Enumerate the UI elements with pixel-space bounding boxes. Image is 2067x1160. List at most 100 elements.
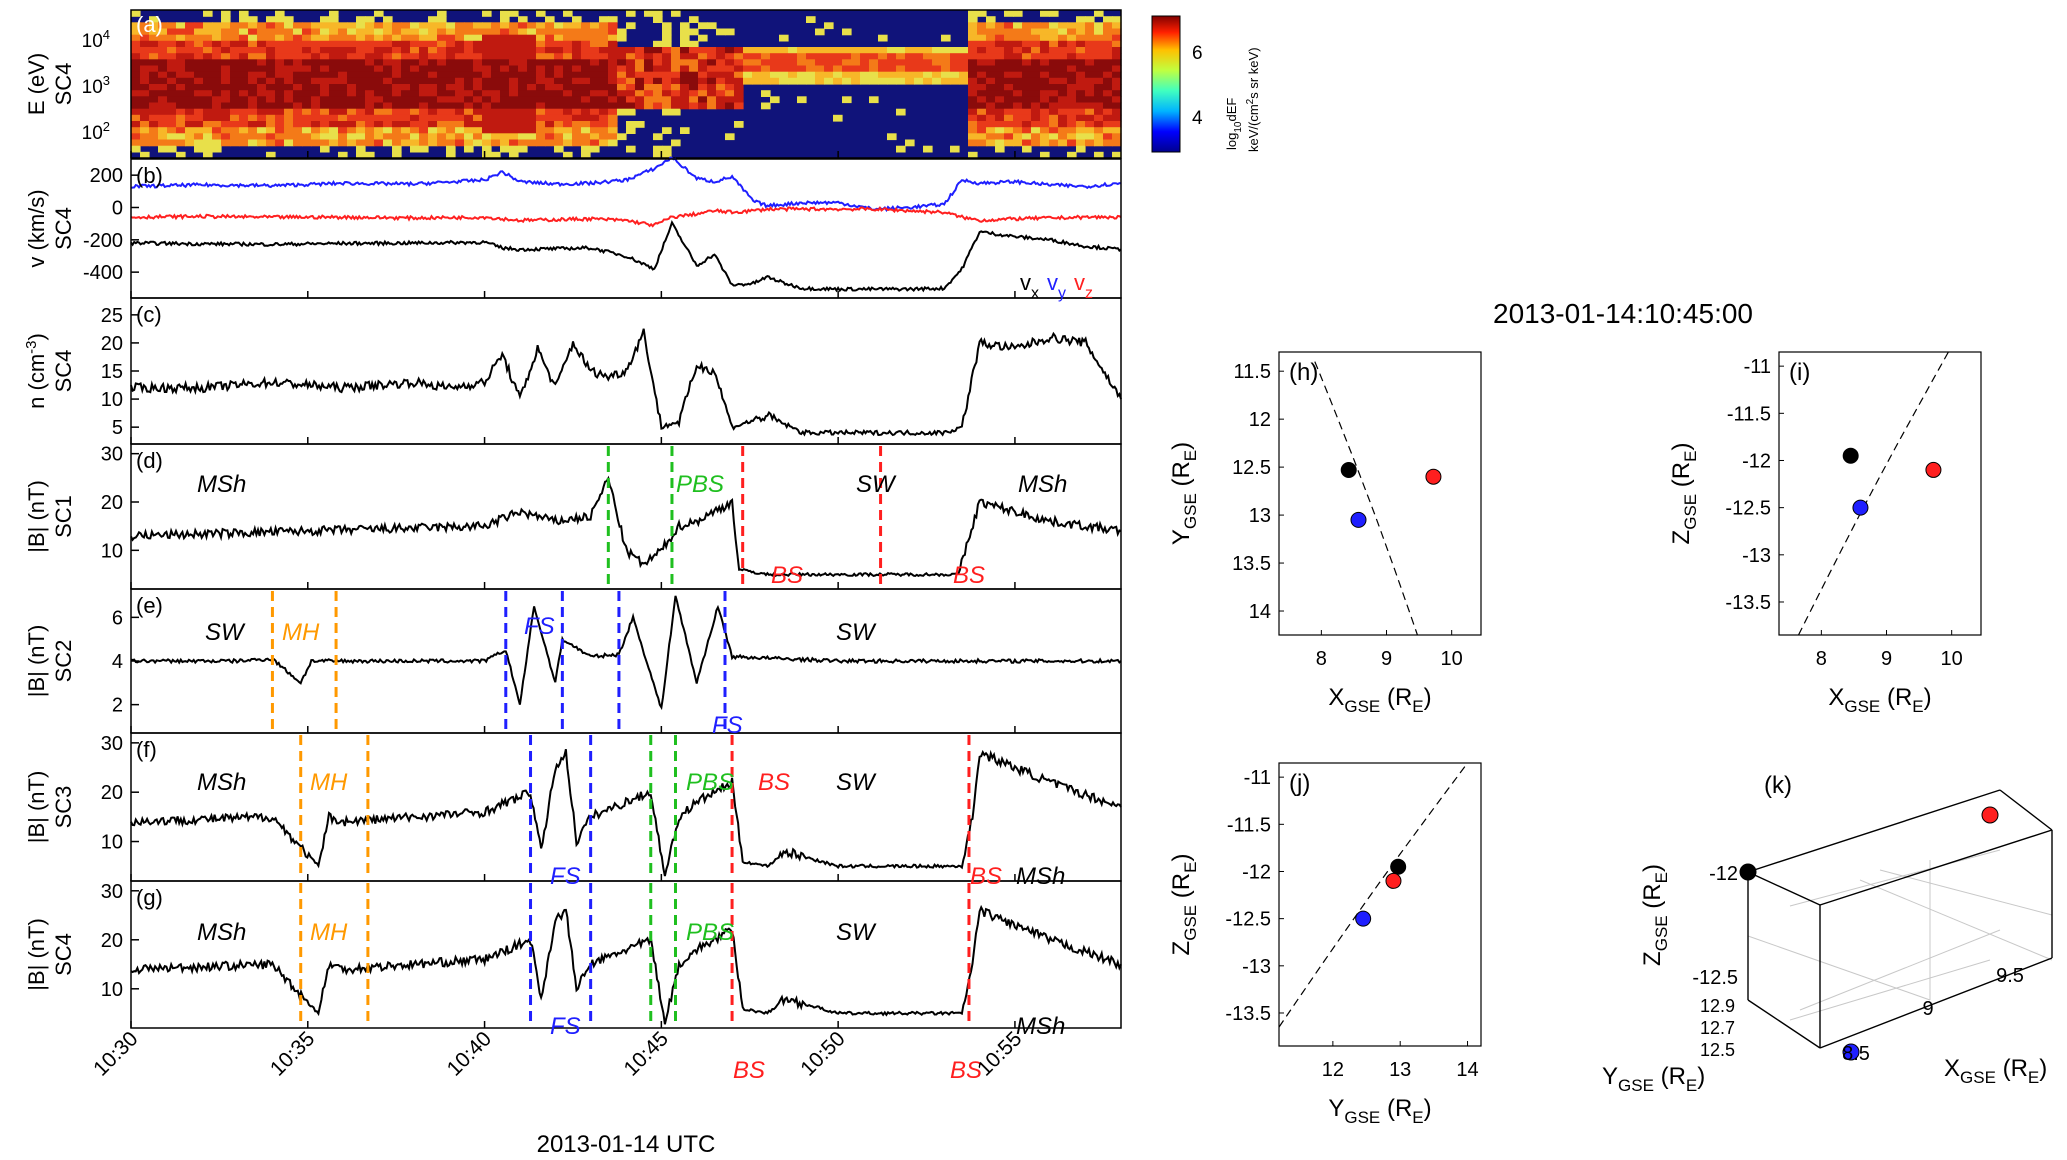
spectrogram-cell (401, 121, 411, 128)
spectrogram-cell (707, 71, 717, 79)
spectrogram-cell (293, 127, 303, 134)
spectrogram-cell (221, 53, 231, 60)
spectrogram-cell (941, 65, 951, 73)
spectrogram-cell (968, 127, 978, 134)
spectrogram-cell (1112, 59, 1122, 67)
y-axis-label: YGSE (RE) (1602, 1063, 1705, 1095)
spectrogram-cell (1112, 90, 1122, 97)
spectrogram-cell (185, 121, 195, 128)
spectrogram-cell (140, 90, 150, 97)
spectrogram-cell (446, 121, 456, 128)
x-tick-label: 10 (1441, 648, 1463, 670)
spectrogram-cell (563, 34, 573, 42)
spectrogram-cell (617, 59, 627, 67)
spectrogram-cell (626, 77, 636, 85)
spectrogram-cell (887, 65, 897, 73)
spectrogram-cell (437, 84, 447, 91)
spectrogram-cell (518, 133, 528, 141)
spectrogram-cell (1067, 77, 1077, 85)
spectrogram-cell (266, 16, 276, 23)
spectrogram-cell (842, 47, 852, 54)
spectrogram-cell (1094, 121, 1104, 128)
spectrogram-cell (680, 53, 690, 60)
spectrogram-cell (221, 22, 231, 30)
spectrogram-cell (185, 47, 195, 54)
spectrogram-cell (482, 22, 492, 30)
spectrogram-cell (383, 47, 393, 54)
spectrogram-cell (176, 121, 186, 128)
spectrogram-cell (194, 84, 204, 91)
spectrogram-cell (644, 10, 654, 17)
spectrogram-cell (293, 59, 303, 67)
spectrogram-cell (203, 108, 213, 116)
spectrogram-cell (509, 102, 519, 110)
spectrogram-cell (356, 77, 366, 85)
spectrogram-cell (509, 28, 519, 36)
spectrogram-cell (347, 114, 357, 122)
spectrogram-cell (1112, 108, 1122, 116)
spectrogram-cell (194, 96, 204, 104)
spectrogram-cell (833, 59, 843, 67)
spectrogram-cell (221, 114, 231, 122)
spectrogram-cell (158, 133, 168, 141)
box-grid-line (1747, 935, 1931, 1001)
spectrogram-cell (806, 59, 816, 67)
spectrogram-cell (419, 77, 429, 85)
spectrogram-cell (1004, 84, 1014, 91)
ytick-a-1e4: 104 (82, 27, 110, 52)
spectrogram-cell (698, 59, 708, 67)
y-axis-label-part: Z (1168, 941, 1195, 956)
spectrogram-cell (536, 96, 546, 104)
spectrogram-cell (194, 71, 204, 79)
spacecraft-sc3-marker (1355, 910, 1372, 927)
spectrogram-cell (923, 47, 933, 54)
spectrogram-cell (131, 84, 141, 91)
spectrogram-cell (1076, 108, 1086, 116)
spectrogram-cell (1058, 102, 1068, 110)
spectrogram-cell (572, 34, 582, 42)
label-e-sw-left: SW (205, 619, 246, 646)
spectrogram-cell (590, 145, 600, 153)
spectrogram-cell (311, 77, 321, 85)
spectrogram-cell (1112, 114, 1122, 122)
spectrogram-cell (968, 53, 978, 60)
spectrogram-cell (779, 71, 789, 79)
spectrogram-cell (581, 145, 591, 153)
spectrogram-cell (680, 47, 690, 54)
spectrogram-cell (491, 28, 501, 36)
spectrogram-cell (437, 10, 447, 17)
y-axis-label-part: Z (1668, 530, 1695, 545)
spectrogram-cell (239, 16, 249, 23)
spectrogram-cell (788, 71, 798, 79)
spectrogram-cell (212, 53, 222, 60)
spectrogram-cell (590, 127, 600, 134)
spectrogram-cell (1022, 96, 1032, 104)
box-grid-line (1789, 959, 1991, 1021)
spectrogram-cell (545, 121, 555, 128)
spectrogram-cell (131, 121, 141, 128)
spectrogram-cell (392, 84, 402, 91)
x-axis-label-part: Y (1328, 1095, 1344, 1122)
x-axis-label-sub: E (1412, 1108, 1423, 1127)
spectrogram-cell (437, 53, 447, 60)
spectrogram-cell (680, 96, 690, 104)
spectrogram-cell (527, 139, 537, 147)
spacecraft-sc1-marker (1739, 863, 1757, 881)
spectrogram-cell (995, 96, 1005, 104)
spectrogram-cell (1085, 127, 1095, 134)
spectrogram-cell (464, 96, 474, 104)
spectrogram-cell (1085, 65, 1095, 73)
spectrogram-cell (1031, 133, 1041, 141)
spectrogram-cell (320, 77, 330, 85)
time-tick-label: 10:35 (266, 1027, 319, 1080)
spectrogram-cell (482, 139, 492, 147)
spectrogram-cell (698, 22, 708, 30)
spectrogram-cell (311, 96, 321, 104)
spectrogram-cell (185, 133, 195, 141)
spectrogram-cell (248, 102, 258, 110)
spectrogram-cell (482, 84, 492, 91)
spectrogram-cell (131, 40, 141, 48)
spectrogram-cell (212, 84, 222, 91)
spectrogram-cell (302, 77, 312, 85)
